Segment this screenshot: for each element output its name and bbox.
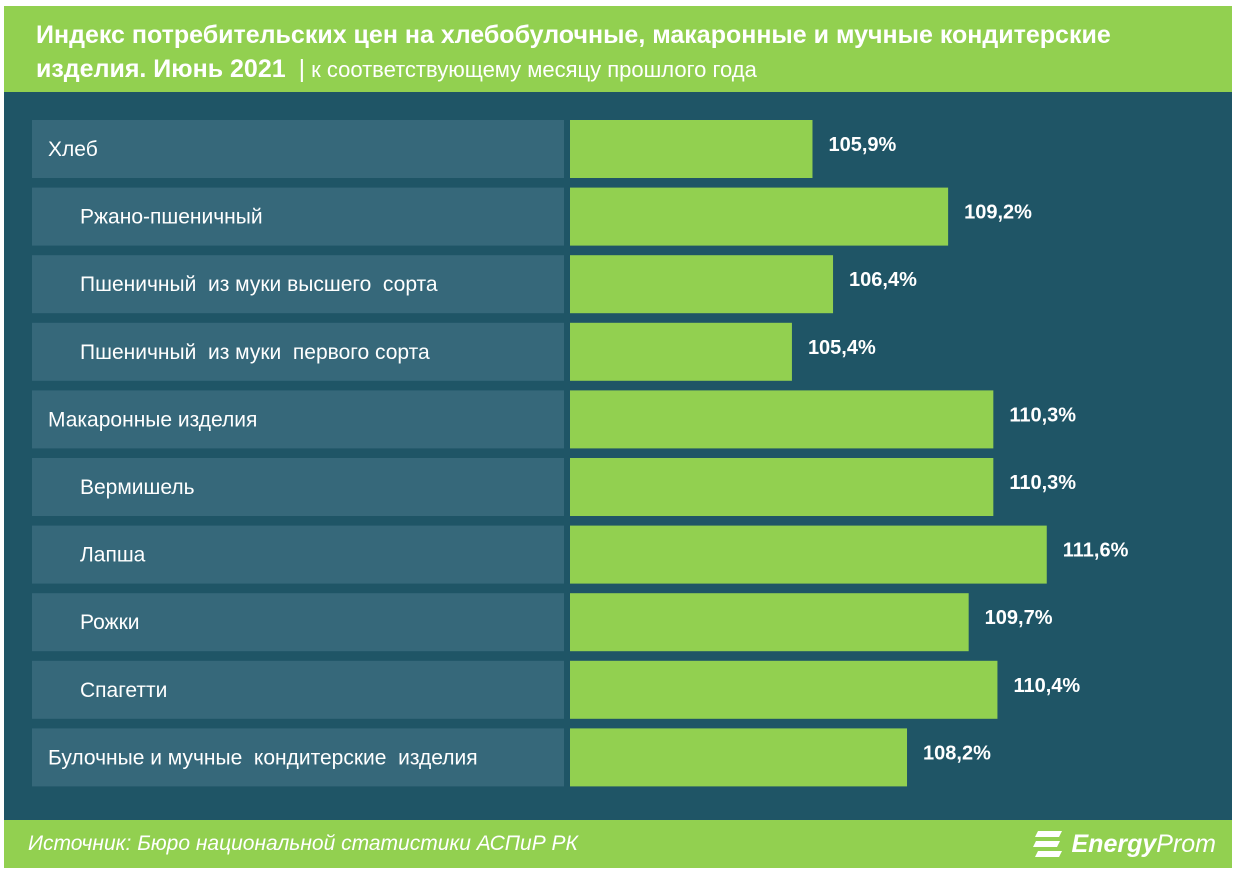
bar xyxy=(570,322,792,381)
category-label: Пшеничный из муки первого сорта xyxy=(80,341,430,364)
value-label: 106,4% xyxy=(849,269,917,291)
category-label: Рожки xyxy=(80,611,140,634)
bar xyxy=(570,593,969,652)
title-separator: | xyxy=(298,55,306,83)
category-label: Макаронные изделия xyxy=(48,408,257,431)
category-label-box xyxy=(32,187,564,246)
chart-frame: Индекс потребительских цен на хлебобулоч… xyxy=(4,6,1232,868)
bar-chart: Хлеб 105,9% Ржано-пшеничный 109,2% Пшеничный… xyxy=(32,120,1129,787)
value-label: 110,3% xyxy=(1009,472,1076,494)
value-label: 110,4% xyxy=(1013,675,1080,697)
category-label-box xyxy=(32,728,564,787)
category-label: Ржано-пшеничный xyxy=(80,206,263,229)
bar xyxy=(570,458,994,516)
category-label: Вермишель xyxy=(80,476,195,499)
value-label: 109,7% xyxy=(985,607,1053,629)
bar xyxy=(570,660,998,719)
chart-title: Индекс потребительских цен на хлебобулоч… xyxy=(36,18,1216,87)
value-label: 105,9% xyxy=(828,134,896,156)
category-label-box xyxy=(32,525,564,584)
source-note: Источник: Бюро национальной статистики А… xyxy=(28,832,578,855)
category-label: Спагетти xyxy=(80,679,167,702)
value-label: 110,3% xyxy=(1009,404,1076,426)
bar xyxy=(570,390,994,449)
bar xyxy=(570,187,949,246)
bar xyxy=(570,255,834,314)
category-label-box xyxy=(32,593,564,652)
bar xyxy=(570,120,813,178)
value-label: 105,4% xyxy=(808,337,876,359)
energyprom-logo: Energy Prom xyxy=(1032,826,1216,862)
category-label-box xyxy=(32,458,564,516)
chart-subtitle: к соответствующему месяцу прошлого года xyxy=(311,57,757,82)
bar xyxy=(570,728,908,787)
category-label-box xyxy=(32,120,564,178)
category-label-box xyxy=(32,660,564,719)
title-text: Индекс потребительских цен на хлебобулоч… xyxy=(36,21,1111,83)
energyprom-logo-icon xyxy=(1032,831,1062,857)
logo-text-bold: Energy xyxy=(1071,829,1157,858)
category-label-box xyxy=(32,255,564,314)
category-label: Лапша xyxy=(80,544,146,567)
category-label-box xyxy=(32,390,564,449)
category-label: Хлеб xyxy=(48,138,98,161)
value-label: 111,6% xyxy=(1063,540,1129,562)
value-label: 109,2% xyxy=(964,202,1032,224)
category-label-box xyxy=(32,322,564,381)
footer-banner: Источник: Бюро национальной статистики А… xyxy=(4,820,1232,868)
value-label: 108,2% xyxy=(923,742,991,764)
category-label: Пшеничный из муки высшего сорта xyxy=(80,273,438,296)
logo-text-light: Prom xyxy=(1156,829,1216,858)
category-label: Булочные и мучные кондитерские изделия xyxy=(48,746,478,769)
bar xyxy=(570,525,1047,584)
header-banner: Индекс потребительских цен на хлебобулоч… xyxy=(4,6,1232,92)
